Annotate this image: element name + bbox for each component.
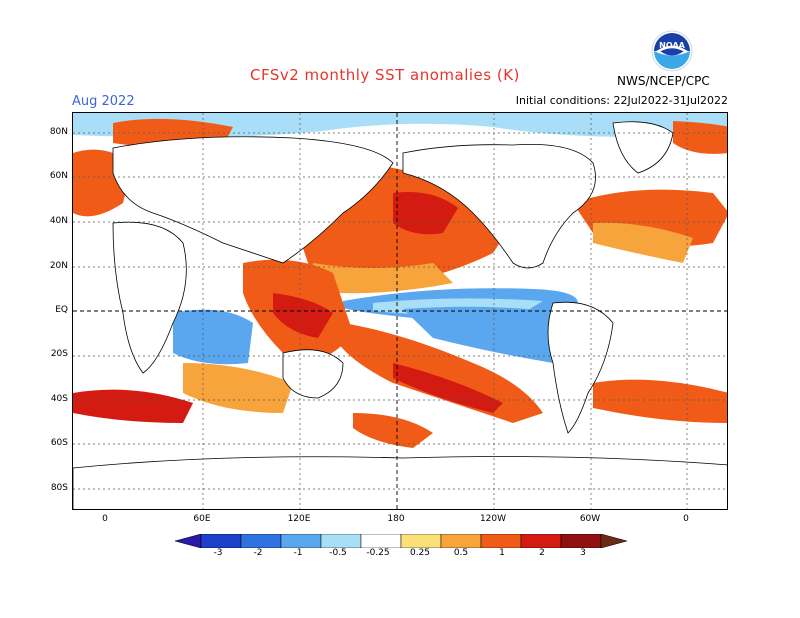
colorbar-label: 3 bbox=[580, 548, 586, 558]
anomaly-patch bbox=[353, 413, 433, 448]
africa bbox=[112, 221, 187, 374]
logo-text: NOAA bbox=[659, 41, 685, 50]
colorbar-segment bbox=[200, 534, 242, 548]
forecast-month: Aug 2022 bbox=[72, 94, 135, 109]
anomaly-patch bbox=[393, 192, 458, 235]
noaa-logo: NOAA bbox=[651, 30, 693, 72]
anomaly-patch bbox=[313, 263, 453, 294]
colorbar-label: 2 bbox=[539, 548, 545, 558]
lat-label: 80N bbox=[49, 127, 68, 137]
lat-label: EQ bbox=[55, 305, 68, 315]
lon-label: 60W bbox=[579, 514, 601, 524]
colorbar bbox=[175, 534, 627, 548]
anomaly-patch bbox=[403, 306, 563, 363]
colorbar-segment bbox=[480, 534, 522, 548]
lon-label: 180 bbox=[387, 514, 405, 524]
initial-conditions: Initial conditions: 22Jul2022-31Jul2022 bbox=[515, 94, 728, 107]
lat-label: 20S bbox=[50, 349, 68, 359]
lat-label: 40N bbox=[49, 216, 68, 226]
colorbar-segment bbox=[360, 534, 402, 548]
eurasia bbox=[112, 136, 394, 264]
antarctica bbox=[73, 456, 727, 509]
colorbar-segment bbox=[440, 534, 482, 548]
organization-label: NWS/NCEP/CPC bbox=[617, 74, 710, 88]
colorbar-label: -0.5 bbox=[329, 548, 347, 558]
lon-label: 120W bbox=[479, 514, 507, 524]
colorbar-segment bbox=[240, 534, 282, 548]
colorbar-label: -1 bbox=[293, 548, 303, 558]
lat-label: 40S bbox=[50, 394, 68, 404]
anomaly-patch bbox=[173, 309, 253, 365]
colorbar-segment bbox=[520, 534, 562, 548]
lat-label: 80S bbox=[50, 483, 68, 493]
colorbar-segment bbox=[280, 534, 322, 548]
continents bbox=[73, 121, 727, 509]
anomaly-patch bbox=[183, 363, 293, 413]
lon-label: 0 bbox=[683, 514, 689, 524]
colorbar-label: -2 bbox=[253, 548, 263, 558]
colorbar-label: -0.25 bbox=[366, 548, 390, 558]
gridlines bbox=[73, 113, 727, 509]
colorbar-segment bbox=[560, 534, 602, 548]
anomaly-patch bbox=[393, 363, 503, 413]
colorbar-segment bbox=[400, 534, 442, 548]
greenland bbox=[612, 121, 674, 174]
lat-label: 60S bbox=[50, 438, 68, 448]
map-canvas bbox=[73, 113, 727, 509]
australia bbox=[282, 349, 344, 399]
anomaly-patch bbox=[73, 389, 193, 423]
sst-anomaly-map bbox=[72, 112, 728, 510]
colorbar-label: -3 bbox=[213, 548, 223, 558]
lat-label: 60N bbox=[49, 171, 68, 181]
colorbar-label: 1 bbox=[499, 548, 505, 558]
colorbar-segment bbox=[175, 534, 202, 548]
lat-label: 20N bbox=[49, 261, 68, 271]
anomaly-patch bbox=[273, 293, 333, 338]
north-america bbox=[402, 144, 596, 269]
colorbar-segment bbox=[600, 534, 627, 548]
lon-label: 0 bbox=[102, 514, 108, 524]
lon-label: 60E bbox=[193, 514, 211, 524]
colorbar-segment bbox=[320, 534, 362, 548]
colorbar-label: 0.5 bbox=[453, 548, 469, 558]
lon-label: 120E bbox=[287, 514, 311, 524]
map-title: CFSv2 monthly SST anomalies (K) bbox=[250, 66, 520, 84]
anomaly-patch bbox=[73, 113, 727, 138]
colorbar-label: 0.25 bbox=[409, 548, 431, 558]
anomaly-patch bbox=[593, 379, 727, 423]
anomaly-patch bbox=[593, 222, 693, 263]
anomaly-patch bbox=[673, 121, 727, 154]
